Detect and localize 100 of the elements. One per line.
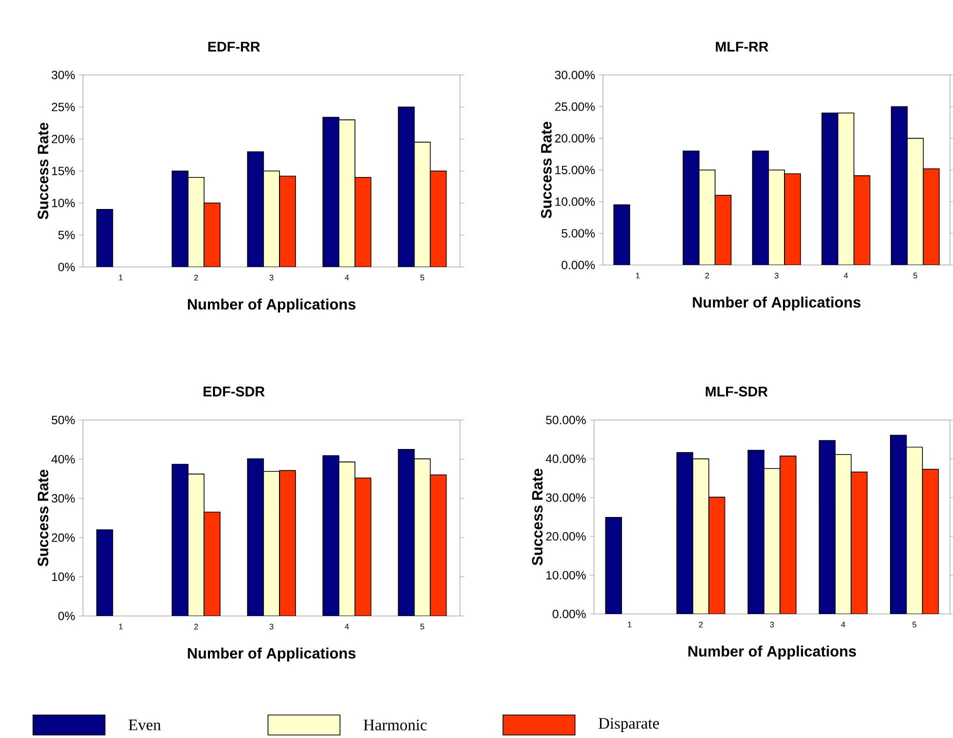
bar <box>204 512 221 616</box>
chart-title: MLF-RR <box>716 42 768 52</box>
y-tick-label: 0% <box>58 262 75 272</box>
bar <box>172 170 189 267</box>
x-tick-label: 5 <box>912 622 916 628</box>
x-tick-label: 3 <box>770 622 774 628</box>
x-tick-label: 3 <box>270 624 274 630</box>
y-tick-label: 30% <box>52 494 75 503</box>
bar <box>752 150 769 265</box>
legend-label: Disparate <box>598 718 659 732</box>
bar <box>322 116 340 267</box>
y-tick-label: 10% <box>52 572 75 582</box>
y-tick-label: 20.00% <box>555 134 595 143</box>
bar <box>96 208 114 267</box>
y-tick-label: 20.00% <box>546 532 586 541</box>
bar <box>922 468 939 614</box>
y-tick-label: 10.00% <box>555 197 595 206</box>
y-tick-label: 30.00% <box>554 70 595 80</box>
bar <box>398 448 415 616</box>
legend-label: Even <box>128 720 161 730</box>
bar <box>821 112 838 265</box>
y-tick-label: 40% <box>51 454 75 464</box>
bar <box>748 450 764 614</box>
bar <box>279 470 296 616</box>
y-tick-label: 50.00% <box>546 416 586 424</box>
bar <box>354 176 372 267</box>
x-axis-title: Number of Applications <box>188 298 356 313</box>
bar <box>714 194 732 265</box>
y-tick-label: 10.00% <box>546 570 586 580</box>
bar <box>263 170 280 267</box>
bar <box>692 458 710 614</box>
x-tick-label: 5 <box>420 624 424 630</box>
bar <box>398 106 415 267</box>
bar <box>922 168 940 265</box>
bar <box>414 458 431 616</box>
bar <box>837 112 854 265</box>
x-tick-label: 4 <box>841 622 846 628</box>
legend-label: Harmonic <box>364 720 427 730</box>
bar <box>322 455 340 616</box>
y-axis-title: Success Rate <box>38 122 48 220</box>
bar <box>784 173 801 265</box>
y-tick-label: 25% <box>52 102 75 112</box>
y-tick-label: 20% <box>52 533 75 542</box>
bar <box>764 468 780 614</box>
x-tick-label: 2 <box>194 274 198 280</box>
y-tick-label: 15% <box>52 166 75 176</box>
y-tick-label: 10% <box>52 198 75 208</box>
y-axis-title: Success Rate <box>532 468 543 566</box>
x-tick-label: 5 <box>420 274 424 280</box>
y-tick-label: 0.00% <box>562 260 595 270</box>
bar <box>890 434 907 614</box>
y-tick-label: 30.00% <box>546 493 586 502</box>
bar <box>698 170 716 265</box>
bar <box>247 151 264 267</box>
x-tick-label: 1 <box>636 272 640 278</box>
bar <box>338 119 356 267</box>
x-tick-label: 1 <box>119 624 123 630</box>
bar <box>430 474 447 616</box>
bar <box>818 440 836 614</box>
bar <box>780 456 796 614</box>
bar <box>834 454 852 614</box>
bar <box>605 516 622 614</box>
bar <box>188 176 205 267</box>
bar <box>338 462 356 616</box>
x-tick-label: 1 <box>628 622 632 628</box>
x-tick-label: 3 <box>270 274 274 280</box>
y-tick-label: 40.00% <box>546 454 586 464</box>
x-tick-label: 5 <box>913 272 918 278</box>
x-tick-label: 3 <box>774 272 778 278</box>
x-tick-label: 1 <box>119 274 123 280</box>
bar <box>430 170 447 267</box>
x-tick-label: 4 <box>344 624 349 630</box>
chart-title: MLF-SDR <box>706 386 768 396</box>
bar <box>96 529 114 616</box>
bar <box>354 478 372 616</box>
y-tick-label: 50% <box>52 416 75 424</box>
y-tick-label: 20% <box>52 134 75 144</box>
y-tick-label: 25.00% <box>555 102 595 111</box>
chart-title: EDF-RR <box>208 42 260 52</box>
x-axis-title: Number of Applications <box>188 648 356 662</box>
bar <box>188 474 205 616</box>
bar <box>854 175 870 265</box>
y-axis-title: Success Rate <box>38 470 48 566</box>
y-tick-label: 30% <box>52 70 75 80</box>
y-axis-title: Success Rate <box>541 122 552 218</box>
bar <box>682 150 700 265</box>
x-tick-label: 2 <box>705 272 709 278</box>
bar <box>890 106 908 265</box>
bar <box>263 470 280 616</box>
bar <box>247 458 264 616</box>
bar <box>613 204 630 265</box>
y-tick-label: 0.00% <box>552 610 586 618</box>
bar <box>850 472 868 614</box>
bar <box>172 464 189 616</box>
y-tick-label: 0% <box>58 612 75 620</box>
y-tick-label: 5.00% <box>562 229 595 238</box>
bar <box>708 496 726 614</box>
x-axis-title: Number of Applications <box>688 646 856 660</box>
x-tick-label: 4 <box>344 274 349 280</box>
bar <box>906 446 923 614</box>
